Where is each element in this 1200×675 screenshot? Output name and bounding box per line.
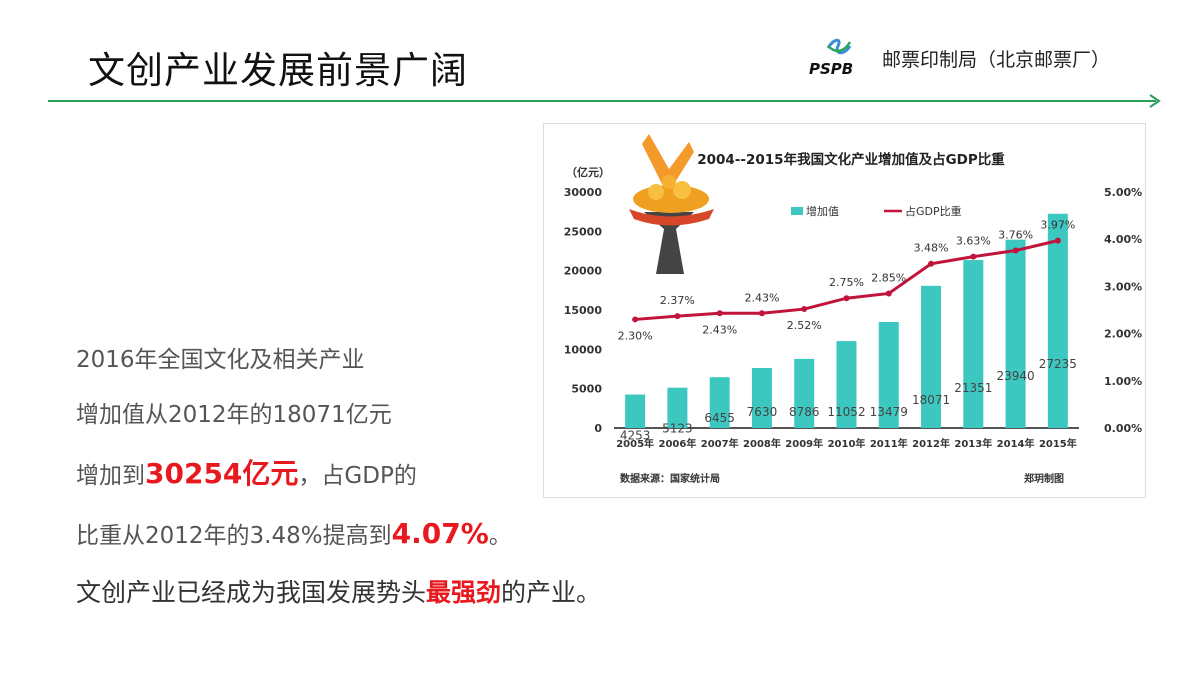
x-tick-label: 2015年 [1039,437,1077,450]
bar-data-label: 21351 [954,381,992,395]
x-tick-label: 2006年 [658,437,696,450]
svg-text:PSPB: PSPB [809,60,853,78]
bar [1005,239,1026,428]
y-tick-label: 15000 [564,304,603,317]
bar-data-label: 4253 [620,429,651,443]
chart-source: 数据来源：国家统计局 [620,472,720,485]
y2-tick-label: 1.00% [1104,375,1142,388]
x-tick-label: 2005年 [616,437,654,450]
x-tick-label: 2011年 [870,437,908,450]
line-point [1054,237,1061,244]
text: 增加到 [76,463,145,489]
y-tick-label: 30000 [564,186,603,199]
bar [836,341,857,428]
line-point [716,310,723,317]
bar-data-label: 27235 [1039,357,1077,371]
bar-data-label: 6455 [704,411,735,425]
x-tick-label: 2009年 [785,437,823,450]
y-tick-label: 5000 [571,383,602,396]
y2-tick-label: 4.00% [1104,233,1142,246]
x-tick-label: 2012年 [912,437,950,450]
line-data-label: 2.43% [702,323,737,336]
line-data-label: 3.76% [998,229,1033,242]
line-point [885,290,892,297]
body-line-4: 比重从2012年的3.48%提高到4.07%。 [76,516,512,550]
text: ，占GDP的 [298,463,417,489]
brand: PSPB 邮票印制局（北京邮票厂） [808,38,1110,78]
line-data-label: 2.85% [871,271,906,284]
line-point [758,310,765,317]
bar-data-label: 11052 [827,405,865,419]
pspb-logo-icon: PSPB [809,38,853,78]
highlight-value: 30254亿元 [145,457,299,490]
body-line-5: 文创产业已经成为我国发展势头最强劲的产业。 [76,573,601,609]
money-tree-icon [629,134,714,274]
y2-tick-label: 0.00% [1104,422,1142,435]
line-data-label: 2.52% [787,319,822,332]
y-tick-label: 0 [594,422,602,435]
text: 文创产业已经成为我国发展势头 [76,578,427,607]
line-data-label: 2.37% [660,294,695,307]
line-point [801,306,808,313]
org-name: 邮票印制局（北京邮票厂） [882,48,1111,71]
line-data-label: 2.30% [618,329,653,342]
text: 比重从2012年的3.48%提高到 [76,523,392,549]
x-tick-label: 2007年 [701,437,739,450]
line-point [970,253,977,260]
chart-credit: 郑玥制图 [1024,472,1064,485]
y-tick-label: 20000 [564,265,603,278]
y-tick-label: 25000 [564,225,603,238]
line-data-label: 3.48% [914,242,949,255]
chart-title: 2004--2015年我国文化产业增加值及占GDP比重 [697,151,1005,168]
text: 的产业。 [501,578,602,607]
bar [921,285,942,428]
bar-data-label: 7630 [747,405,778,419]
line-point [632,316,639,323]
bar-data-label: 13479 [870,405,908,419]
y2-tick-label: 3.00% [1104,280,1142,293]
bar-data-label: 23940 [996,369,1034,383]
bar [878,321,899,428]
y-axis-label: （亿元） [566,165,610,179]
bar-data-label: 18071 [912,393,950,407]
legend-swatch-bar [791,207,803,215]
highlight-text: 最强劲 [426,578,502,607]
text: 。 [488,523,512,549]
x-tick-label: 2014年 [997,437,1035,450]
line-data-label: 3.63% [956,235,991,248]
x-tick-label: 2013年 [954,437,992,450]
bar [1047,213,1068,428]
chart-image: 2004--2015年我国文化产业增加值及占GDP比重 （亿元） 0 5000 10… [543,123,1146,498]
bar [667,387,688,428]
y2-tick-label: 5.00% [1104,186,1142,199]
line-data-label: 2.75% [829,276,864,289]
line-data-label: 2.43% [744,291,779,304]
x-tick-label: 2010年 [828,437,866,450]
y-tick-label: 10000 [564,343,603,356]
page-title: 文创产业发展前景广阔 [88,49,468,92]
bar [625,394,646,428]
body-line-1: 2016年全国文化及相关产业 [76,347,365,373]
bar-data-label: 5123 [662,422,693,436]
legend-label: 增加值 [806,204,839,218]
line-point [843,295,850,302]
y2-tick-label: 2.00% [1104,328,1142,341]
bar [709,377,730,428]
line-data-label: 3.97% [1040,219,1075,232]
bar [751,367,772,428]
x-tick-label: 2008年 [743,437,781,450]
bar [963,260,984,428]
line-point [1012,247,1019,254]
header-divider-arrow [48,94,1161,108]
body-line-2: 增加值从2012年的18071亿元 [76,402,392,428]
bar-data-label: 8786 [789,405,820,419]
chart: 2004--2015年我国文化产业增加值及占GDP比重 （亿元） 0 5000 10… [564,134,1142,485]
highlight-value: 4.07% [391,517,489,550]
body-line-3: 增加到30254亿元，占GDP的 [76,452,417,492]
legend-label: 占GDP比重 [905,204,962,218]
bar [794,358,815,428]
line-point [928,260,935,267]
line-point [674,313,681,320]
